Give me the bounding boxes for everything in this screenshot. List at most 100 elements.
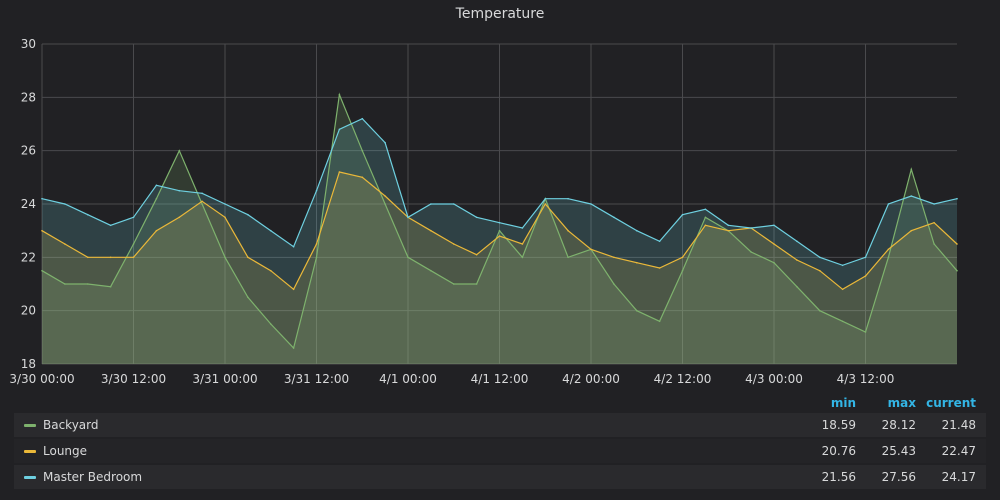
data-point	[887, 256, 890, 259]
y-tick-label: 18	[21, 357, 36, 371]
data-point	[338, 171, 341, 173]
data-point	[453, 283, 455, 285]
data-point	[796, 240, 798, 243]
data-point	[704, 208, 707, 211]
data-point	[270, 269, 272, 272]
legend-row-backyard[interactable]: Backyard 18.59 28.12 21.48	[14, 413, 986, 437]
data-point	[910, 195, 913, 197]
x-tick-label: 4/1 12:00	[471, 372, 529, 386]
legend-header-min[interactable]: min	[830, 396, 856, 410]
data-point	[155, 229, 158, 232]
x-tick-label: 4/2 12:00	[654, 372, 712, 386]
data-point	[384, 195, 386, 197]
data-point	[567, 197, 569, 200]
x-tick-label: 3/30 00:00	[9, 372, 74, 386]
data-point	[292, 347, 295, 349]
data-point	[224, 216, 226, 219]
data-point	[247, 256, 249, 259]
legend-header-current[interactable]: current	[926, 396, 976, 410]
data-point	[521, 243, 524, 245]
legend-series-name[interactable]: Lounge	[43, 444, 88, 458]
data-point	[292, 245, 295, 248]
data-point	[87, 213, 89, 216]
data-point	[338, 93, 341, 96]
data-point	[681, 256, 684, 259]
data-point	[155, 184, 158, 187]
data-point	[384, 141, 386, 144]
data-point	[41, 229, 43, 232]
data-point	[636, 261, 638, 264]
data-point	[796, 259, 798, 261]
data-point	[567, 256, 569, 259]
data-point	[430, 229, 432, 232]
data-point	[498, 235, 501, 237]
data-point	[338, 128, 341, 131]
data-point	[933, 221, 935, 224]
legend-min-value: 21.56	[821, 470, 856, 484]
data-point	[796, 285, 798, 288]
data-point	[681, 269, 684, 272]
data-point	[132, 216, 135, 219]
data-point	[819, 256, 821, 259]
data-point	[384, 203, 386, 205]
legend-row-master-bedroom[interactable]: Master Bedroom 21.56 27.56 24.17	[14, 465, 986, 489]
data-point	[521, 256, 524, 259]
data-point	[727, 224, 730, 227]
data-point	[247, 296, 249, 299]
data-point	[933, 203, 935, 205]
data-point	[247, 213, 249, 216]
series-color-swatch[interactable]	[24, 450, 36, 453]
data-point	[887, 203, 890, 205]
data-point	[956, 197, 958, 200]
temperature-chart[interactable]: 18 20 22 24 26 28 30 3/30 00:00 3/30 12:00 3/31 0…	[0, 0, 1000, 390]
data-point	[498, 229, 501, 232]
data-point	[64, 283, 66, 285]
legend-header-max[interactable]: max	[887, 396, 916, 410]
data-point	[636, 229, 638, 232]
legend-row-lounge[interactable]: Lounge 20.76 25.43 22.47	[14, 439, 986, 463]
data-point	[773, 261, 775, 264]
data-point	[636, 309, 638, 312]
series-color-swatch[interactable]	[24, 476, 36, 479]
x-tick-label: 3/31 12:00	[284, 372, 349, 386]
data-point	[41, 197, 43, 200]
series-color-swatch[interactable]	[24, 424, 36, 427]
x-tick-label: 3/31 00:00	[192, 372, 257, 386]
data-point	[887, 248, 890, 251]
data-point	[773, 243, 775, 245]
data-point	[864, 256, 867, 259]
data-point	[430, 269, 432, 272]
data-point	[590, 203, 592, 205]
data-point	[109, 256, 112, 259]
data-point	[658, 320, 661, 323]
data-point	[270, 323, 272, 325]
data-point	[178, 149, 181, 152]
data-point	[544, 203, 547, 205]
legend-max-value: 25.43	[881, 444, 916, 458]
data-point	[956, 243, 958, 245]
data-point	[773, 224, 775, 227]
data-point	[109, 285, 112, 288]
data-point	[201, 203, 203, 205]
data-point	[864, 275, 867, 277]
data-point	[132, 243, 135, 245]
data-point	[658, 240, 661, 243]
data-point	[841, 320, 844, 323]
legend-current-value: 22.47	[941, 444, 976, 458]
data-point	[87, 283, 89, 285]
legend-series-name[interactable]: Backyard	[43, 418, 99, 432]
legend-series-name[interactable]: Master Bedroom	[43, 470, 143, 484]
x-tick-label: 4/3 12:00	[837, 372, 895, 386]
legend-max-value: 27.56	[881, 470, 916, 484]
y-tick-label: 28	[21, 90, 36, 104]
data-point	[750, 227, 752, 229]
data-point	[132, 256, 135, 259]
data-point	[407, 256, 409, 259]
data-point	[41, 269, 43, 272]
data-point	[178, 189, 181, 192]
x-tick-label: 4/3 00:00	[745, 372, 803, 386]
data-point	[315, 243, 318, 245]
data-point	[64, 203, 66, 205]
data-point	[453, 203, 455, 205]
data-point	[315, 189, 318, 192]
